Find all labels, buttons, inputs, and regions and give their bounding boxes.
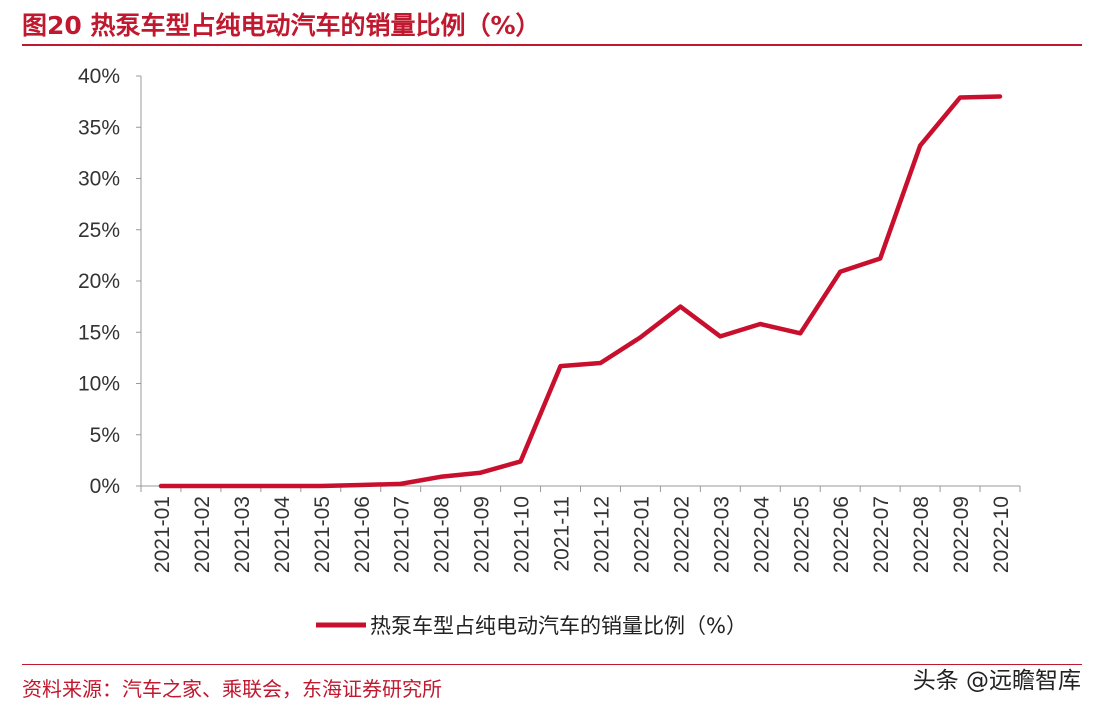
x-tick-label: 2021-12 <box>590 496 613 573</box>
x-tick-label: 2021-02 <box>191 496 214 573</box>
x-tick-label: 2022-04 <box>750 496 773 573</box>
y-tick-label: 40% <box>78 65 120 88</box>
y-tick-label: 30% <box>78 168 120 191</box>
x-tick-label: 2022-07 <box>870 496 893 573</box>
x-tick-label: 2021-03 <box>231 496 254 573</box>
y-tick-label: 0% <box>90 475 120 498</box>
x-tick-label: 2021-06 <box>351 496 374 573</box>
x-tick-label: 2021-11 <box>551 496 574 572</box>
x-tick-label: 2021-09 <box>471 496 494 573</box>
y-tick-label: 10% <box>78 373 120 396</box>
legend-label: 热泵车型占纯电动汽车的销量比例（%） <box>370 614 747 638</box>
chart-axes <box>140 76 1020 487</box>
x-axis-ticks: 2021-01 2021-02 2021-03 2021-04 2021-05 2021-… <box>140 486 1021 573</box>
chart-series <box>158 94 1003 489</box>
x-tick-label: 2021-10 <box>511 496 534 573</box>
x-tick-label: 2021-08 <box>431 496 454 573</box>
x-tick-label: 2021-05 <box>311 496 334 573</box>
footer-divider <box>22 664 1082 665</box>
x-tick-label: 2022-05 <box>790 496 813 573</box>
watermark: 头条 @远瞻智库 <box>912 668 1081 694</box>
x-tick-label: 2022-09 <box>950 496 973 573</box>
x-tick-label: 2022-10 <box>990 496 1013 573</box>
chart-legend: 热泵车型占纯电动汽车的销量比例（%） <box>316 614 747 638</box>
y-tick-label: 5% <box>90 424 120 447</box>
y-axis-ticks: 0% 5% 10% 15% 20% 25% 30% 35% 40% <box>78 65 141 498</box>
x-tick-label: 2022-01 <box>630 496 653 573</box>
x-tick-label: 2021-07 <box>391 496 414 573</box>
series-line <box>158 94 1003 489</box>
x-tick-label: 2021-01 <box>151 496 174 573</box>
y-tick-label: 25% <box>78 219 120 242</box>
y-tick-label: 35% <box>78 116 120 139</box>
x-tick-label: 2022-08 <box>910 496 933 573</box>
source-note: 资料来源：汽车之家、乘联会，东海证券研究所 <box>22 677 442 701</box>
x-tick-label: 2022-02 <box>670 496 693 573</box>
x-tick-label: 2022-06 <box>830 496 853 573</box>
x-tick-label: 2022-03 <box>710 496 733 573</box>
title-divider <box>22 44 1082 46</box>
y-tick-label: 20% <box>78 270 120 293</box>
y-tick-label: 15% <box>78 321 120 344</box>
figure-title: 图20 热泵车型占纯电动汽车的销量比例（%） <box>22 11 541 40</box>
x-tick-label: 2021-04 <box>271 496 294 573</box>
